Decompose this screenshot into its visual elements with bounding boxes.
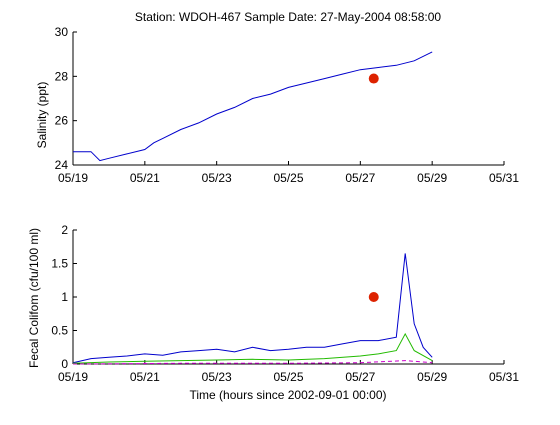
coliform-x-ticks: 05/19 05/21 05/23 05/25 05/27 05/29 05/31 [58,360,519,384]
salinity-ytick-label: 24 [55,158,69,172]
salinity-ytick-label: 26 [55,114,69,128]
coliform-y-ticks: 0 0.5 1 1.5 2 [51,223,77,371]
coliform-series-line-1 [72,332,433,364]
salinity-ytick-label: 30 [55,25,69,39]
salinity-xtick-label: 05/31 [489,171,519,185]
coliform-axes-box [73,230,504,364]
coliform-xtick-label: 05/27 [345,370,375,384]
salinity-xtick-label: 05/29 [417,171,447,185]
coliform-series [72,253,433,365]
coliform-ytick-label: 0 [61,357,68,371]
salinity-series-line-0 [73,51,433,162]
salinity-sample-marker [368,73,379,84]
salinity-x-ticks: 05/19 05/21 05/23 05/25 05/27 05/29 05/31 [58,161,519,185]
salinity-ylabel: Salinity (ppt) [35,82,49,149]
salinity-xtick-label: 05/19 [58,171,88,185]
coliform-series-line-0 [72,253,433,364]
coliform-xtick-label: 05/19 [58,370,88,384]
coliform-ytick-label: 0.5 [51,324,68,338]
coliform-ytick-label: 1.5 [51,257,68,271]
coliform-ylabel: Fecal Colifom (cfu/100 ml) [27,228,41,368]
coliform-xtick-label: 05/25 [273,370,303,384]
salinity-y-ticks: 24 26 28 30 [55,25,77,172]
coliform-xtick-label: 05/31 [489,370,519,384]
salinity-xtick-label: 05/21 [130,171,160,185]
coliform-xlabel: Time (hours since 2002-09-01 00:00) [190,388,387,402]
coliform-panel: Fecal Colifom (cfu/100 ml) Time (hours s… [27,223,519,402]
title-top-chart: Station: WDOH-467 Sample Date: 27-May-20… [135,10,441,24]
salinity-axes-box [73,32,504,165]
salinity-xtick-label: 05/23 [202,171,232,185]
coliform-sample-marker [368,292,379,302]
salinity-panel: Salinity (ppt) 05/19 05/21 05/23 05/25 05/27… [35,25,519,185]
salinity-series [73,51,433,162]
salinity-ytick-label: 28 [55,69,69,83]
salinity-xtick-label: 05/27 [345,171,375,185]
salinity-xtick-label: 05/25 [273,171,303,185]
coliform-xtick-label: 05/21 [130,370,160,384]
coliform-series-line-2 [72,360,433,365]
coliform-ytick-label: 1 [61,290,68,304]
coliform-xtick-label: 05/23 [202,370,232,384]
coliform-xtick-label: 05/29 [417,370,447,384]
coliform-ytick-label: 2 [61,223,68,237]
